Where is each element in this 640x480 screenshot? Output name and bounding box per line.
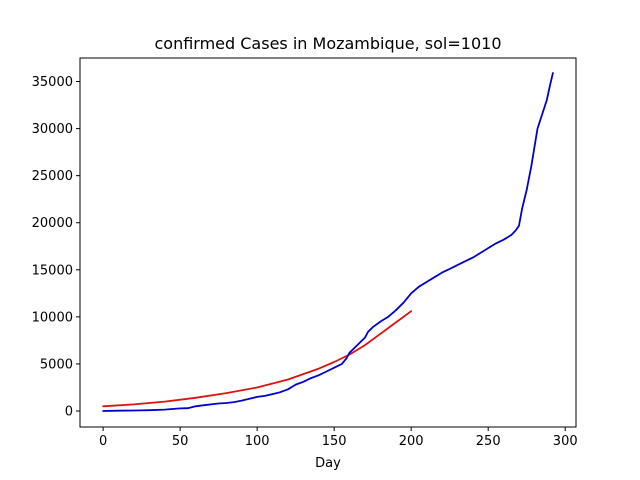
y-tick-label: 30000 xyxy=(32,122,73,137)
x-tick-label: 150 xyxy=(322,434,347,449)
plot-frame xyxy=(79,57,577,428)
y-tick-label: 10000 xyxy=(32,310,73,325)
x-tick-label: 0 xyxy=(99,434,107,449)
x-tick-label: 250 xyxy=(476,434,501,449)
y-axis: 0 5000 10000 15000 20000 25000 30000 35000 xyxy=(32,75,80,419)
series-line-1 xyxy=(102,310,413,408)
y-tick-label: 5000 xyxy=(40,357,73,372)
chart-title: confirmed Cases in Mozambique, sol=1010 xyxy=(154,34,501,53)
x-tick-label: 200 xyxy=(399,434,424,449)
y-tick-label: 0 xyxy=(65,404,73,419)
series-line-2 xyxy=(102,72,554,412)
y-tick-label: 35000 xyxy=(32,75,73,90)
y-tick-label: 25000 xyxy=(32,169,73,184)
y-tick-label: 15000 xyxy=(32,263,73,278)
x-tick-label: 300 xyxy=(553,434,578,449)
plot-area xyxy=(102,72,554,412)
x-axis-label: Day xyxy=(315,456,341,471)
x-tick-label: 100 xyxy=(245,434,270,449)
x-tick-label: 50 xyxy=(172,434,189,449)
x-axis: 0 50 100 150 200 250 300 xyxy=(99,427,578,449)
y-tick-label: 20000 xyxy=(32,216,73,231)
